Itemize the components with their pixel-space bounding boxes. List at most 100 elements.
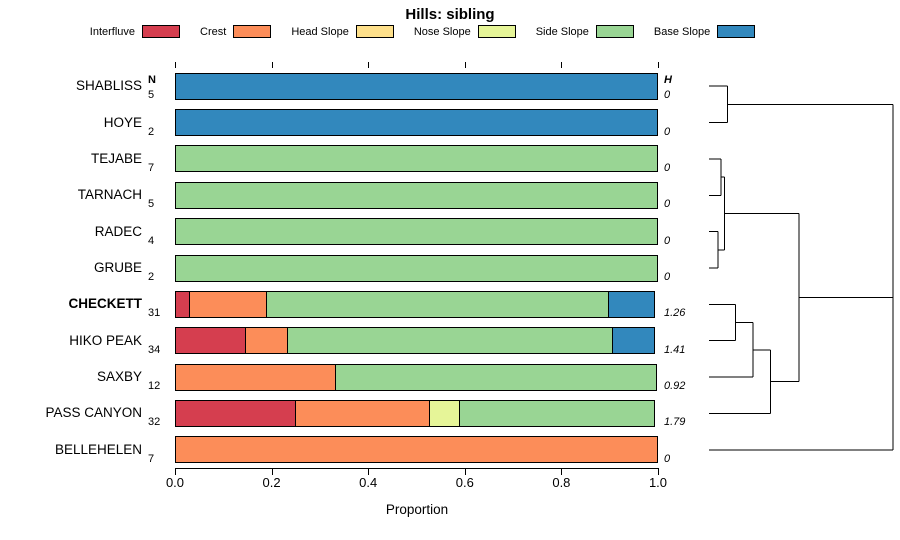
- axis-tick: [658, 469, 659, 475]
- legend-item: Side Slope: [536, 25, 634, 38]
- h-value: 0: [664, 125, 671, 138]
- stacked-bar: [175, 145, 658, 173]
- n-value: 5: [148, 89, 155, 102]
- row-label: CHECKETT: [68, 296, 143, 312]
- legend: Interfluve Crest Head Slope Nose Slope Side …: [0, 25, 845, 38]
- n-value: 5: [148, 198, 155, 211]
- n-value: 2: [148, 271, 155, 283]
- row-label: HIKO PEAK: [69, 332, 142, 348]
- stacked-bar: [175, 363, 658, 391]
- bar-segment-side-slope: [334, 363, 657, 391]
- x-axis-label: Proportion: [385, 502, 449, 517]
- legend-item: Nose Slope: [414, 25, 516, 38]
- n-value: 12: [148, 380, 161, 393]
- row-label: RADEC: [94, 223, 142, 239]
- legend-swatch-base-slope: [717, 25, 756, 38]
- dendrogram: [709, 85, 894, 451]
- row-label: SAXBY: [96, 369, 142, 385]
- bar-segment-nose-slope: [429, 399, 460, 427]
- legend-label: Head Slope: [291, 25, 349, 38]
- bar-segment-side-slope: [175, 181, 658, 209]
- legend-swatch-head-slope: [355, 25, 394, 38]
- axis-tick: [464, 469, 466, 475]
- row-label: HOYE: [103, 114, 142, 130]
- stacked-bar: [175, 399, 658, 427]
- bar-segment-crest: [245, 327, 288, 355]
- bar-segment-crest: [294, 399, 431, 427]
- h-value: 0.92: [664, 380, 686, 393]
- bar-segment-crest: [175, 436, 658, 464]
- axis-tick-label: 0.6: [455, 475, 474, 490]
- h-value: 0: [664, 198, 671, 211]
- legend-label: Interfluve: [89, 25, 136, 38]
- n-value: 2: [148, 125, 155, 138]
- bar-segment-base-slope: [608, 290, 655, 318]
- axis-tick-label: 1.0: [648, 475, 668, 490]
- row-label: BELLEHELEN: [54, 441, 142, 457]
- bar-segment-side-slope: [175, 218, 658, 246]
- row-label: TARNACH: [77, 187, 142, 203]
- axis-tick-label: 0.2: [262, 475, 281, 490]
- stacked-bar: [175, 327, 658, 355]
- bar-segment-interfluve: [175, 290, 191, 318]
- chart-title: Hills: sibling: [405, 6, 495, 23]
- legend-label: Crest: [200, 25, 227, 38]
- legend-swatch-side-slope: [595, 25, 634, 38]
- legend-swatch-crest: [233, 25, 272, 38]
- axis-tick: [175, 62, 176, 68]
- legend-item: Base Slope: [653, 25, 756, 38]
- h-value: 0: [664, 271, 671, 283]
- h-value: 1.26: [664, 307, 686, 320]
- legend-item: Head Slope: [291, 25, 394, 38]
- bar-segment-base-slope: [175, 72, 658, 100]
- bar-segment-crest: [189, 290, 268, 318]
- legend-item: Crest: [200, 25, 272, 38]
- legend-item: Interfluve: [89, 25, 181, 38]
- row-label: TEJABE: [90, 150, 142, 166]
- bar-segment-base-slope: [612, 327, 655, 355]
- legend-label: Base Slope: [653, 25, 711, 38]
- bar-segment-base-slope: [175, 109, 658, 137]
- stacked-bar: [175, 218, 658, 246]
- h-value: 1.79: [664, 416, 686, 429]
- axis-tick-label: 0.4: [359, 475, 378, 490]
- stacked-bar: [175, 290, 658, 318]
- stacked-bar: [175, 72, 658, 100]
- axis-tick: [271, 62, 273, 68]
- bar-segment-side-slope: [175, 254, 658, 282]
- h-value: 0: [664, 452, 671, 465]
- n-column-header: N: [148, 74, 156, 86]
- bar-segment-side-slope: [266, 290, 610, 318]
- bar-segment-interfluve: [175, 327, 246, 355]
- h-column-header: H: [664, 74, 672, 86]
- row-label: GRUBE: [93, 260, 142, 275]
- axis-tick: [464, 62, 466, 68]
- n-value: 34: [148, 343, 161, 356]
- bar-segment-crest: [175, 363, 336, 391]
- legend-label: Side Slope: [535, 25, 589, 38]
- bar-segment-side-slope: [286, 327, 614, 355]
- stacked-bar: [175, 436, 658, 464]
- n-value: 7: [148, 452, 155, 465]
- axis-tick: [658, 62, 659, 68]
- n-value: 4: [148, 234, 155, 247]
- h-value: 0: [664, 234, 671, 247]
- legend-swatch-nose-slope: [477, 25, 516, 38]
- x-axis-line: [175, 468, 659, 469]
- bar-segment-interfluve: [175, 399, 296, 427]
- axis-tick-label: 0.0: [165, 475, 185, 490]
- h-value: 0: [664, 89, 671, 102]
- axis-tick: [561, 469, 563, 475]
- n-value: 32: [148, 416, 161, 429]
- stacked-bar: [175, 254, 658, 282]
- n-value: 31: [148, 307, 161, 320]
- bar-segment-side-slope: [458, 399, 655, 427]
- legend-label: Nose Slope: [413, 25, 471, 38]
- bar-segment-side-slope: [175, 145, 658, 173]
- legend-swatch-interfluve: [142, 25, 181, 38]
- axis-tick: [561, 62, 563, 68]
- stacked-bar: [175, 181, 658, 209]
- axis-tick: [368, 62, 370, 68]
- h-value: 0: [664, 161, 671, 174]
